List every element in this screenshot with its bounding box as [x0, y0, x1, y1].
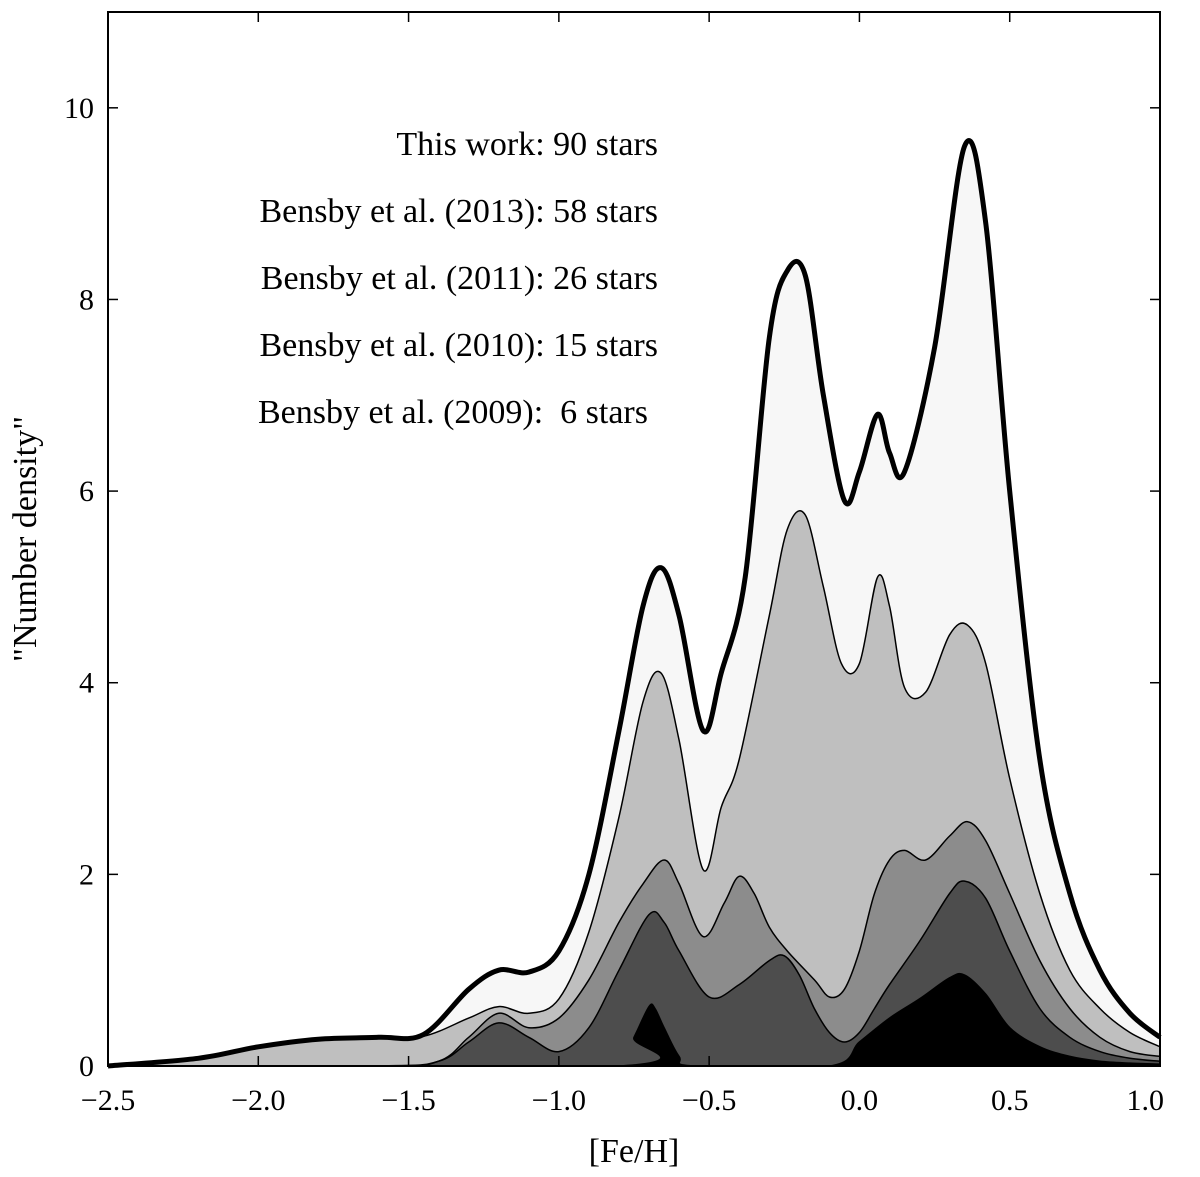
y-tick-label: 2: [79, 858, 94, 891]
y-tick-label: 0: [79, 1050, 94, 1083]
area-fills: [108, 140, 1160, 1067]
x-axis-label: [Fe/H]: [589, 1133, 680, 1170]
area-outline-5: [108, 972, 1161, 1067]
x-tick-label: −2.5: [81, 1084, 135, 1117]
x-tick-label: 0.5: [991, 1084, 1029, 1117]
plot-frame: [107, 11, 1161, 1067]
legend-annotations: This work: 90 stars Bensby et al. (2013):…: [258, 126, 658, 431]
axis-ticks: [107, 12, 1161, 1067]
x-tick-label: 1.0: [1127, 1084, 1165, 1117]
area-outline-3: [108, 820, 1161, 1067]
y-tick-label: 10: [64, 92, 94, 125]
legend-entry: Bensby et al. (2009): 6 stars: [258, 394, 648, 431]
area-outline-1: [107, 138, 1162, 1069]
x-tick-label: −2.0: [231, 1084, 285, 1117]
y-axis-label: "Number density": [7, 416, 44, 662]
y-tick-label: 6: [79, 475, 94, 508]
area-outlines: [107, 138, 1162, 1069]
area-outline-4: [108, 880, 1161, 1067]
area-outline-2: [107, 510, 1161, 1067]
area-fill-5: [108, 973, 1160, 1066]
tick-labels: −2.5 −2.0 −1.5 −1.0 −0.5 0.0 0.5 1.0 0 2 4 6 8 10: [64, 92, 1164, 1117]
y-tick-label: 4: [79, 667, 94, 700]
legend-entry: Bensby et al. (2010): 15 stars: [260, 327, 659, 364]
x-tick-label: −0.5: [682, 1084, 736, 1117]
legend-entry: Bensby et al. (2011): 26 stars: [261, 260, 658, 297]
y-tick-label: 8: [79, 283, 94, 316]
x-tick-label: 0.0: [841, 1084, 879, 1117]
legend-entry: This work: 90 stars: [396, 126, 658, 163]
legend-entry: Bensby et al. (2013): 58 stars: [260, 193, 659, 230]
x-tick-label: −1.0: [532, 1084, 586, 1117]
x-tick-label: −1.5: [381, 1084, 435, 1117]
